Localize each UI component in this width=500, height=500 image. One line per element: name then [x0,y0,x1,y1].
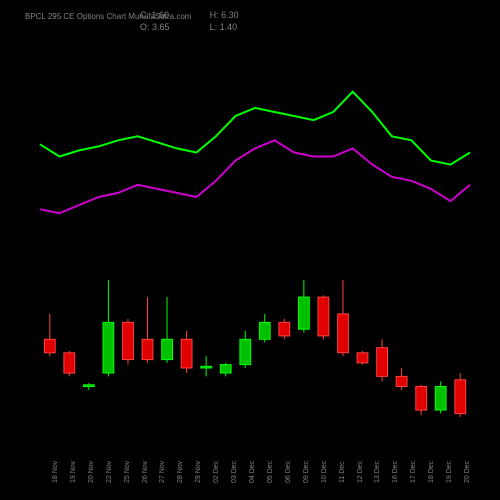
line-bottom [40,140,470,213]
candle-body [259,322,270,339]
x-label: 19 Dec [446,461,453,483]
x-label: 29 Nov [195,461,202,483]
ohlc-l-label: L: [210,22,218,32]
x-label: 05 Dec [267,461,274,483]
candle-body [103,322,114,373]
candle-body [377,347,388,376]
x-label: 27 Nov [159,461,166,483]
lines-region [40,35,470,238]
ohlc-h-val: 6.30 [221,10,239,20]
candles-svg [40,238,470,441]
x-label: 28 Nov [177,461,184,483]
chart-container: BPCL 295 CE Options Chart MunafaSutra.co… [0,0,500,500]
candles-region [40,238,470,441]
x-label: 20 Dec [464,461,471,483]
candle-body [123,322,134,359]
ohlc-c: C: 1.60 [140,10,170,20]
ohlc-col-left: C: 1.60 O: 3.65 [140,10,170,32]
x-label: 02 Dec [213,461,220,483]
ohlc-o-val: 3.65 [152,22,170,32]
candle-body [84,384,95,386]
x-label: 19 Nov [70,461,77,483]
x-label: 09 Dec [303,461,310,483]
x-label: 04 Dec [249,461,256,483]
candle-body [240,339,251,364]
candle-body [318,297,329,336]
candle-body [455,379,466,413]
x-label: 20 Nov [88,461,95,483]
line-top [40,92,470,165]
candle-body [44,339,55,353]
candle-body [357,352,368,362]
ohlc-c-val: 1.60 [152,10,170,20]
candle-body [220,364,231,372]
candle-body [279,322,290,336]
x-label: 17 Dec [410,461,417,483]
ohlc-o: O: 3.65 [140,22,170,32]
candle-body [338,313,349,352]
ohlc-h: H: 6.30 [210,10,239,20]
candle-body [181,339,192,368]
candle-body [435,386,446,410]
ohlc-block: C: 1.60 O: 3.65 H: 6.30 L: 1.40 [140,10,239,32]
plot-area [40,35,470,440]
x-label: 22 Nov [106,461,113,483]
ohlc-l-val: 1.40 [220,22,238,32]
x-label: 18 Nov [52,461,59,483]
candle-body [201,366,212,368]
x-label: 26 Nov [142,461,149,483]
x-label: 10 Dec [321,461,328,483]
candle-body [162,339,173,359]
x-label: 13 Dec [374,461,381,483]
candle-body [64,352,75,372]
x-label: 18 Dec [428,461,435,483]
ohlc-c-label: C: [140,10,149,20]
ohlc-l: L: 1.40 [210,22,239,32]
ohlc-o-label: O: [140,22,150,32]
candle-body [416,386,427,410]
ohlc-col-right: H: 6.30 L: 1.40 [210,10,239,32]
x-label: 25 Nov [124,461,131,483]
x-label: 06 Dec [285,461,292,483]
ohlc-h-label: H: [210,10,219,20]
lines-svg [40,35,470,238]
x-axis-labels: 18 Nov 19 Nov 20 Nov 22 Nov 25 Nov 26 Nov 27 N… [40,445,470,495]
x-label: 11 Dec [339,461,346,483]
x-label: 03 Dec [231,461,238,483]
candle-body [299,297,310,329]
candle-body [142,339,153,359]
candle-body [396,376,407,386]
x-label: 16 Dec [392,461,399,483]
x-label: 12 Dec [357,461,364,483]
